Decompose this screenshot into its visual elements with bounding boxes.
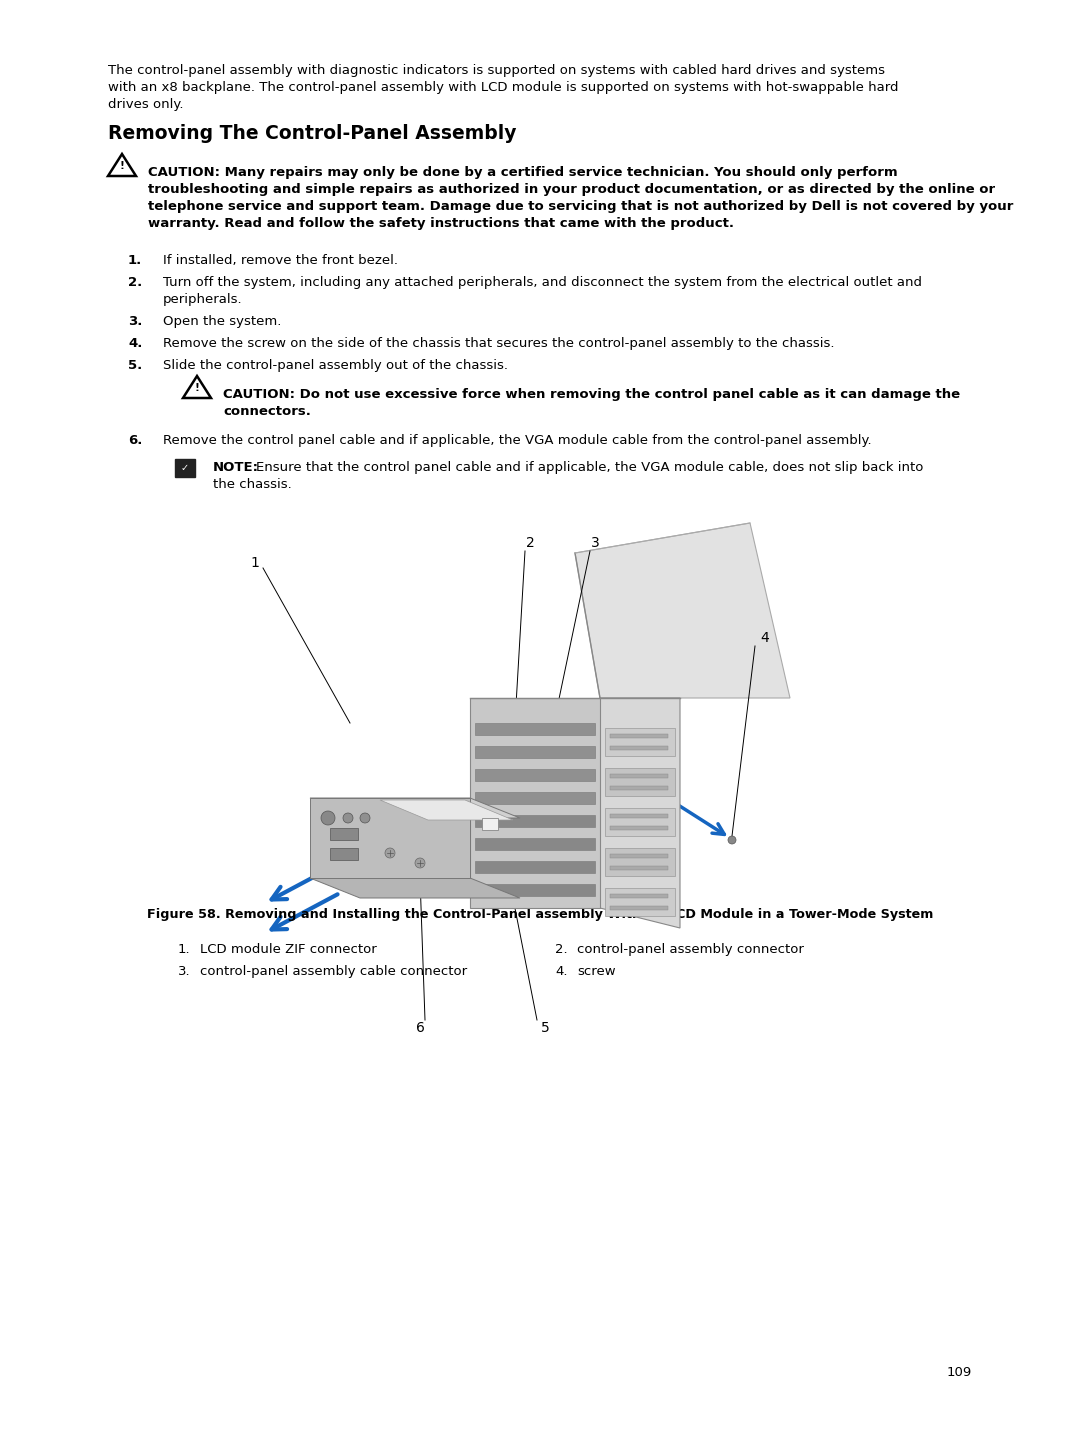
Text: drives only.: drives only. bbox=[108, 98, 184, 110]
Text: Slide the control-panel assembly out of the chassis.: Slide the control-panel assembly out of … bbox=[163, 358, 508, 371]
Polygon shape bbox=[482, 817, 498, 830]
Text: 5: 5 bbox=[541, 1021, 550, 1035]
Polygon shape bbox=[610, 866, 669, 870]
Text: 4.: 4. bbox=[129, 337, 143, 350]
Text: Open the system.: Open the system. bbox=[163, 315, 282, 328]
Polygon shape bbox=[605, 888, 675, 916]
Text: 6: 6 bbox=[416, 1021, 424, 1035]
Circle shape bbox=[384, 847, 395, 858]
Polygon shape bbox=[605, 807, 675, 836]
Text: CAUTION: Do not use excessive force when removing the control panel cable as it : CAUTION: Do not use excessive force when… bbox=[222, 389, 960, 402]
Text: 3.: 3. bbox=[129, 315, 143, 328]
Polygon shape bbox=[610, 786, 669, 790]
Polygon shape bbox=[475, 815, 595, 827]
Polygon shape bbox=[610, 734, 669, 739]
Text: screw: screw bbox=[577, 965, 616, 978]
Text: connectors.: connectors. bbox=[222, 404, 311, 417]
Text: 1.: 1. bbox=[178, 944, 191, 956]
Circle shape bbox=[343, 813, 353, 823]
Polygon shape bbox=[610, 774, 669, 779]
Text: 4: 4 bbox=[760, 631, 769, 645]
Circle shape bbox=[360, 813, 370, 823]
Polygon shape bbox=[475, 746, 595, 759]
Text: 4.: 4. bbox=[555, 965, 567, 978]
Text: telephone service and support team. Damage due to servicing that is not authoriz: telephone service and support team. Dama… bbox=[148, 199, 1013, 214]
Polygon shape bbox=[610, 893, 669, 898]
Text: Figure 58. Removing and Installing the Control-Panel assembly With an LCD Module: Figure 58. Removing and Installing the C… bbox=[147, 908, 933, 921]
Circle shape bbox=[415, 858, 426, 868]
Text: 5.: 5. bbox=[129, 358, 143, 371]
Polygon shape bbox=[475, 883, 595, 896]
Text: control-panel assembly cable connector: control-panel assembly cable connector bbox=[200, 965, 468, 978]
Text: 2.: 2. bbox=[129, 275, 143, 290]
Polygon shape bbox=[575, 523, 789, 698]
Text: 6.: 6. bbox=[129, 435, 143, 447]
Polygon shape bbox=[600, 698, 680, 928]
Text: !: ! bbox=[120, 161, 124, 171]
Circle shape bbox=[728, 836, 735, 845]
Text: 1.: 1. bbox=[129, 254, 143, 267]
Text: warranty. Read and follow the safety instructions that came with the product.: warranty. Read and follow the safety ins… bbox=[148, 217, 734, 229]
Text: Remove the control panel cable and if applicable, the VGA module cable from the : Remove the control panel cable and if ap… bbox=[163, 435, 872, 447]
Text: NOTE:: NOTE: bbox=[213, 460, 259, 475]
Text: The control-panel assembly with diagnostic indicators is supported on systems wi: The control-panel assembly with diagnost… bbox=[108, 65, 885, 77]
Polygon shape bbox=[310, 878, 519, 898]
Text: If installed, remove the front bezel.: If installed, remove the front bezel. bbox=[163, 254, 399, 267]
Text: peripherals.: peripherals. bbox=[163, 293, 243, 305]
Text: Remove the screw on the side of the chassis that secures the control-panel assem: Remove the screw on the side of the chas… bbox=[163, 337, 835, 350]
Polygon shape bbox=[605, 847, 675, 876]
Polygon shape bbox=[610, 826, 669, 830]
Polygon shape bbox=[605, 728, 675, 756]
Text: 109: 109 bbox=[947, 1367, 972, 1380]
Text: 1: 1 bbox=[251, 556, 259, 569]
Polygon shape bbox=[605, 769, 675, 796]
Text: the chassis.: the chassis. bbox=[213, 478, 292, 490]
Text: Turn off the system, including any attached peripherals, and disconnect the syst: Turn off the system, including any attac… bbox=[163, 275, 922, 290]
Text: !: ! bbox=[194, 383, 200, 393]
Text: with an x8 backplane. The control-panel assembly with LCD module is supported on: with an x8 backplane. The control-panel … bbox=[108, 80, 899, 95]
Polygon shape bbox=[310, 797, 470, 878]
Polygon shape bbox=[610, 746, 669, 750]
Text: LCD module ZIF connector: LCD module ZIF connector bbox=[200, 944, 377, 956]
Polygon shape bbox=[610, 815, 669, 817]
Text: ✓: ✓ bbox=[181, 463, 189, 473]
Text: CAUTION: Many repairs may only be done by a certified service technician. You sh: CAUTION: Many repairs may only be done b… bbox=[148, 166, 897, 179]
Polygon shape bbox=[470, 698, 600, 908]
FancyBboxPatch shape bbox=[175, 459, 195, 478]
Text: Removing The Control-Panel Assembly: Removing The Control-Panel Assembly bbox=[108, 123, 516, 143]
Polygon shape bbox=[310, 797, 519, 817]
Text: Ensure that the control panel cable and if applicable, the VGA module cable, doe: Ensure that the control panel cable and … bbox=[256, 460, 923, 475]
Text: 2.: 2. bbox=[555, 944, 568, 956]
Polygon shape bbox=[610, 906, 669, 911]
Polygon shape bbox=[475, 723, 595, 736]
FancyBboxPatch shape bbox=[330, 827, 357, 840]
Text: 3: 3 bbox=[591, 536, 599, 551]
Polygon shape bbox=[380, 800, 513, 820]
Circle shape bbox=[321, 812, 335, 825]
Text: troubleshooting and simple repairs as authorized in your product documentation, : troubleshooting and simple repairs as au… bbox=[148, 184, 995, 196]
Text: 2: 2 bbox=[526, 536, 535, 551]
Polygon shape bbox=[610, 855, 669, 858]
FancyBboxPatch shape bbox=[330, 847, 357, 860]
Polygon shape bbox=[475, 860, 595, 873]
Polygon shape bbox=[475, 837, 595, 850]
Text: 3.: 3. bbox=[178, 965, 191, 978]
Text: control-panel assembly connector: control-panel assembly connector bbox=[577, 944, 804, 956]
Polygon shape bbox=[475, 769, 595, 782]
Polygon shape bbox=[475, 792, 595, 804]
